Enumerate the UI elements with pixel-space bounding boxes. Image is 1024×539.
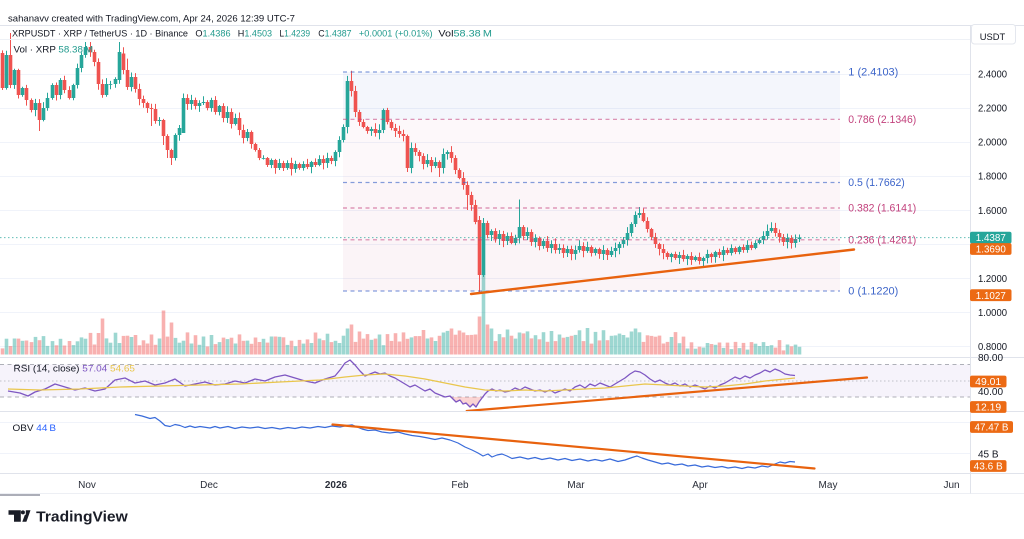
svg-text:L1.4239: L1.4239 [279,29,310,39]
svg-text:1.8000: 1.8000 [978,172,1007,183]
svg-text:0.8000: 0.8000 [978,342,1007,353]
svg-text:1.2000: 1.2000 [978,274,1007,285]
svg-text:Apr: Apr [692,480,708,491]
svg-text:H1.4503: H1.4503 [238,29,272,39]
svg-text:2026: 2026 [325,480,348,491]
svg-text:sahanavv created with TradingV: sahanavv created with TradingView.com, A… [8,14,295,25]
svg-text:1.3690: 1.3690 [976,245,1006,256]
svg-text:2.2000: 2.2000 [978,104,1007,115]
svg-text:Nov: Nov [78,480,96,491]
svg-text:0.786 (2.1346): 0.786 (2.1346) [848,114,916,126]
svg-text:45 B: 45 B [978,449,999,460]
svg-text:40.00: 40.00 [978,387,1003,398]
svg-text:RSI (14, close) 57.04 54.65: RSI (14, close) 57.04 54.65 [14,364,136,374]
svg-text:O1.4386: O1.4386 [195,29,230,39]
svg-text:1.1027: 1.1027 [976,291,1006,302]
svg-text:43.6 B: 43.6 B [974,462,1003,473]
svg-text:USDT: USDT [980,32,1006,43]
svg-text:OBV 44 B: OBV 44 B [13,423,57,433]
svg-text:TradingView: TradingView [36,510,128,526]
svg-text:2.4000: 2.4000 [978,70,1007,81]
svg-text:C1.4387: C1.4387 [318,29,351,39]
svg-text:2.0000: 2.0000 [978,138,1007,149]
svg-text:Vol · XRP 58.38 M: Vol · XRP 58.38 M [14,44,94,54]
svg-text:0.236 (1.4261): 0.236 (1.4261) [848,234,916,246]
svg-text:0 (1.1220): 0 (1.1220) [848,286,898,298]
svg-text:47.47 B: 47.47 B [975,423,1009,434]
svg-text:May: May [819,480,838,491]
svg-text:0.382 (1.6141): 0.382 (1.6141) [848,203,916,215]
svg-text:49.01: 49.01 [975,377,1001,388]
svg-text:Feb: Feb [451,480,469,491]
svg-text:Mar: Mar [567,480,585,491]
svg-text:80.00: 80.00 [978,353,1003,364]
svg-text:1.4387: 1.4387 [976,233,1006,244]
svg-text:Dec: Dec [200,480,218,491]
svg-text:1.6000: 1.6000 [978,206,1007,217]
svg-text:XRPUSDT · XRP / TetherUS · 1D: XRPUSDT · XRP / TetherUS · 1D · Binance [12,29,188,39]
svg-text:1.0000: 1.0000 [978,308,1007,319]
svg-text:1 (2.4103): 1 (2.4103) [848,67,898,79]
svg-text:Jun: Jun [943,480,959,491]
svg-text:0.5 (1.7662): 0.5 (1.7662) [848,177,905,189]
svg-text:12.19: 12.19 [975,403,1001,414]
svg-text:+0.0001 (+0.01%): +0.0001 (+0.01%) [359,29,433,39]
